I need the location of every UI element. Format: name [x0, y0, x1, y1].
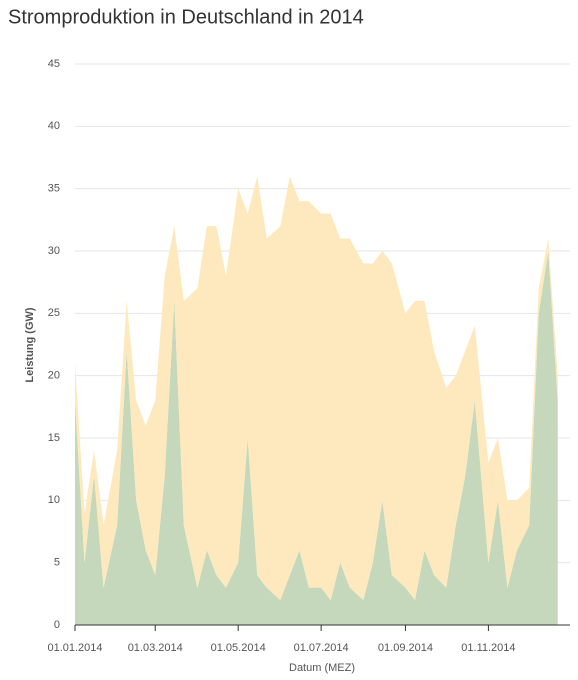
y-tick-label: 10 [48, 494, 60, 506]
y-tick-label: 20 [48, 370, 60, 382]
y-tick-label: 30 [48, 245, 60, 257]
x-tick-label: 01.07.2014 [294, 642, 349, 654]
y-tick-label: 40 [48, 120, 60, 132]
y-axis-title: Leistung (GW) [24, 307, 36, 382]
y-tick-label: 0 [54, 619, 60, 631]
y-tick-label: 15 [48, 432, 60, 444]
x-tick-label: 01.03.2014 [128, 642, 183, 654]
y-tick-label: 25 [48, 307, 60, 319]
area [75, 251, 558, 625]
area [75, 176, 558, 601]
x-tick-label: 01.01.2014 [47, 642, 102, 654]
x-axis-title: Datum (MEZ) [289, 662, 355, 674]
x-tick-label: 01.11.2014 [461, 642, 515, 654]
x-tick-label: 01.09.2014 [378, 642, 433, 654]
y-tick-label: 5 [54, 557, 60, 569]
x-tick-label: 01.05.2014 [211, 642, 266, 654]
y-tick-label: 35 [48, 183, 60, 195]
y-tick-label: 45 [48, 58, 60, 70]
chart-title: Stromproduktion in Deutschland in 2014 [8, 6, 364, 28]
